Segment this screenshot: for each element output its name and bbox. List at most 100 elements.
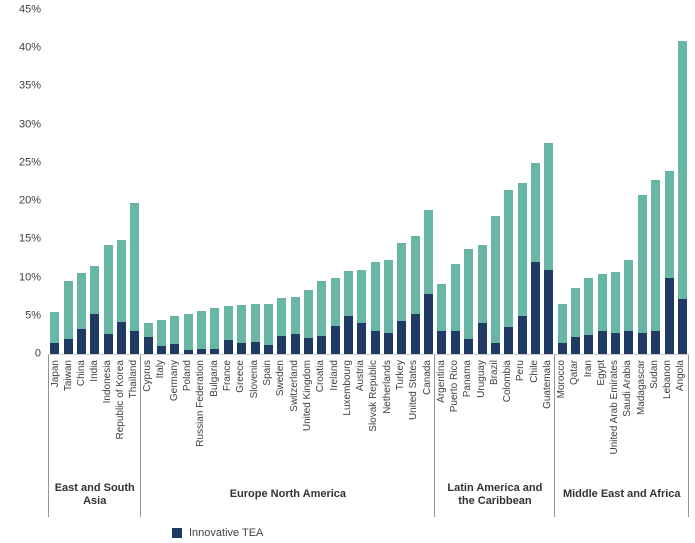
bar-innovative-segment xyxy=(584,334,594,354)
country-label: China xyxy=(75,360,87,387)
bar-slot xyxy=(622,260,635,354)
country-label: Greece xyxy=(235,360,247,393)
country-label: Turkey xyxy=(395,360,407,391)
country-label: Lebanon xyxy=(662,360,674,399)
bar-total-segment xyxy=(517,182,527,316)
country-label: Germany xyxy=(168,360,180,402)
country-label: Peru xyxy=(515,360,527,382)
country-label: Iran xyxy=(582,360,594,378)
bar-innovative-segment xyxy=(317,336,327,354)
bar-turkey xyxy=(397,243,407,354)
bar-innovative-segment xyxy=(477,323,487,354)
bar-innovative-segment xyxy=(303,337,313,354)
bar-total-segment xyxy=(584,277,594,335)
bar-total-segment xyxy=(143,323,153,338)
bar-total-segment xyxy=(450,263,460,332)
bar-slot xyxy=(168,315,181,354)
country-label: Saudi Arabia xyxy=(622,360,634,417)
bar-indonesia xyxy=(103,245,113,354)
country-label-slot: Russian Federation xyxy=(195,355,208,473)
country-label-slot: Germany xyxy=(168,355,181,473)
bar-innovative-segment xyxy=(464,338,474,354)
bar-innovative-segment xyxy=(637,332,647,354)
legend-label: Innovative TEA xyxy=(189,527,264,539)
country-label: India xyxy=(88,360,100,382)
bar-total-segment xyxy=(504,189,514,328)
country-label-slot: Egypt xyxy=(595,355,608,473)
bar-slot xyxy=(155,319,168,354)
bar-innovative-segment xyxy=(90,314,100,354)
bar-slot xyxy=(208,308,221,354)
country-labels-row: Cyprus Italy Germany Poland Russian Federati… xyxy=(141,355,434,473)
region-label: Middle East and Africa xyxy=(562,488,681,501)
bar-innovative-segment xyxy=(197,348,207,354)
bar-france xyxy=(223,305,233,354)
y-tick-label: 15% xyxy=(18,232,41,245)
bar-sudan xyxy=(651,180,661,354)
bar-innovative-segment xyxy=(384,332,394,354)
bar-croatia xyxy=(317,280,327,354)
bar-thailand xyxy=(130,202,140,354)
bar-innovative-segment xyxy=(277,335,287,354)
country-label-slot: Greece xyxy=(235,355,248,473)
bar-innovative-segment xyxy=(290,334,300,354)
country-label-slot: Spain xyxy=(261,355,274,473)
bar-slot xyxy=(315,280,328,354)
bar-total-segment xyxy=(624,260,634,332)
bar-morocco xyxy=(557,303,567,354)
bar-total-segment xyxy=(557,303,567,343)
country-label-slot: Brazil xyxy=(488,355,501,473)
bar-total-segment xyxy=(183,313,193,351)
bar-innovative-segment xyxy=(517,315,527,354)
region-group: Japan Taiwan China India Indonesia Republic o… xyxy=(48,10,142,517)
country-label-slot: Croatia xyxy=(315,355,328,473)
country-label: United Kingdom xyxy=(301,360,313,432)
bar-innovative-segment xyxy=(490,342,500,354)
bar-innovative-segment xyxy=(76,328,86,354)
country-label-slot: Saudi Arabia xyxy=(622,355,635,473)
bar-slot xyxy=(329,277,342,354)
y-tick-label: 5% xyxy=(25,309,41,322)
bar-innovative-segment xyxy=(357,323,367,354)
bar-total-segment xyxy=(290,296,300,335)
country-label: Panama xyxy=(462,360,474,398)
y-tick-label: 45% xyxy=(18,3,41,16)
bar-slot xyxy=(409,235,422,354)
bar-qatar xyxy=(571,287,580,354)
bar-slot xyxy=(369,262,382,354)
bar-innovative-segment xyxy=(504,327,514,354)
bar-japan xyxy=(50,311,60,354)
bar-total-segment xyxy=(263,303,273,345)
bar-total-segment xyxy=(384,260,394,333)
bar-slot xyxy=(302,289,315,354)
bar-innovative-segment xyxy=(250,341,260,354)
bar-germany xyxy=(170,315,180,354)
bar-sweden xyxy=(277,298,287,354)
country-label-slot: Qatar xyxy=(569,355,582,473)
bar-cyprus xyxy=(143,323,153,354)
region-group: Argentina Puerto Rico Panama Uruguay Brazil C… xyxy=(435,10,556,517)
bar-angola xyxy=(677,40,687,354)
country-label-slot: Peru xyxy=(515,355,528,473)
country-label: Italy xyxy=(155,360,167,379)
bar-total-segment xyxy=(63,280,73,339)
region-label: Europe North America xyxy=(229,488,347,501)
country-label: Puerto Rico xyxy=(449,360,461,413)
country-label-slot: France xyxy=(221,355,234,473)
country-label: Indonesia xyxy=(101,360,113,404)
bar-innovative-segment xyxy=(183,350,193,354)
bar-total-segment xyxy=(397,243,407,322)
country-label-slot: Uruguay xyxy=(475,355,488,473)
country-label-slot: Austria xyxy=(354,355,367,473)
bar-colombia xyxy=(504,189,514,354)
country-labels-row: Argentina Puerto Rico Panama Uruguay Brazil C… xyxy=(435,355,554,473)
bar-total-segment xyxy=(170,315,180,345)
country-label: Madagascar xyxy=(635,360,647,416)
bar-slot xyxy=(582,277,595,354)
bar-total-segment xyxy=(303,289,313,338)
bar-united-states xyxy=(410,235,420,354)
bar-total-segment xyxy=(50,311,60,343)
bar-switzerland xyxy=(290,296,300,354)
bar-austria xyxy=(357,269,367,354)
country-label: Sweden xyxy=(275,360,287,397)
